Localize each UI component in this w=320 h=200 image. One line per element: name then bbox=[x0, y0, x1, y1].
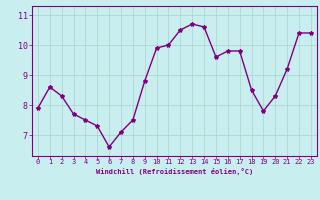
X-axis label: Windchill (Refroidissement éolien,°C): Windchill (Refroidissement éolien,°C) bbox=[96, 168, 253, 175]
